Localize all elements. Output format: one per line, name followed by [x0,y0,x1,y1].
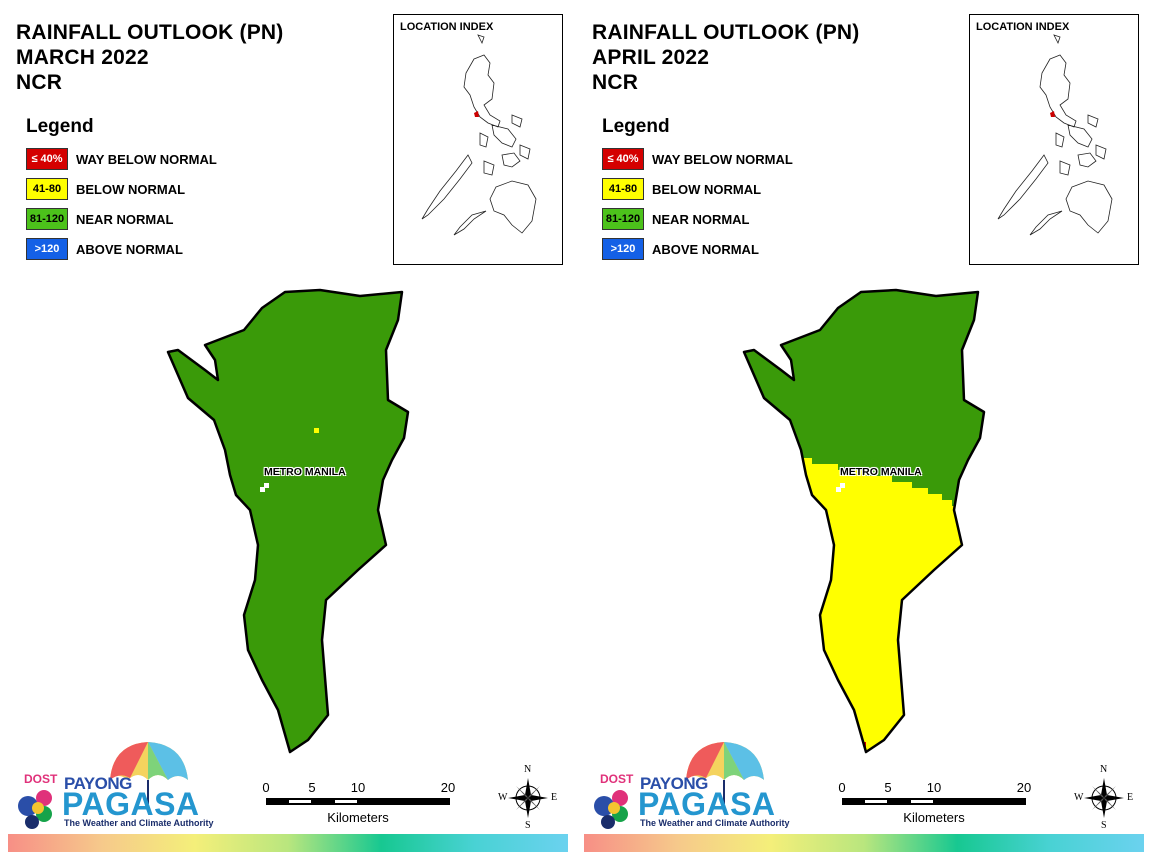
compass-n: N [1100,764,1108,775]
scale-tick: 5 [884,780,892,795]
footer-gradient-bar [584,834,1144,852]
legend-item-below-normal: 41-80 BELOW NORMAL [26,178,185,208]
outlook-panel-march: RAINFALL OUTLOOK (PN) MARCH 2022 NCR Leg… [8,14,568,852]
ncr-boundary [742,288,986,754]
compass-s: S [525,820,531,831]
scale-bar-graphic [266,798,450,805]
compass-w: W [498,792,508,803]
payong-text: PAYONG [64,774,132,793]
compass-e: E [1127,792,1134,803]
place-label-metro-manila: METRO MANILA [840,466,922,478]
ncr-region-below-normal [744,458,984,752]
payong-text: PAYONG [640,774,708,793]
scale-unit: Kilometers [327,810,389,825]
scale-tick: 0 [838,780,846,795]
ncr-rainfall-map [166,288,410,754]
map-cell-water [836,487,841,492]
ncr-region-near-normal [166,288,410,754]
legend-item-above-normal: >120 ABOVE NORMAL [26,238,183,268]
legend: Legend ≤ 40% WAY BELOW NORMAL 41-80 BELO… [602,116,793,268]
philippines-inset-map [421,34,537,236]
legend-swatch: 41-80 [602,178,644,200]
scale-unit: Kilometers [903,810,965,825]
legend-label: ABOVE NORMAL [76,242,183,257]
compass-n: N [524,764,532,775]
scale-tick: 0 [262,780,270,795]
compass-w: W [1074,792,1084,803]
legend-item-near-normal: 81-120 NEAR NORMAL [26,208,174,238]
scale-tick: 5 [308,780,316,795]
legend-label: BELOW NORMAL [76,182,186,197]
legend-swatch: >120 [26,238,68,260]
title-line-1: RAINFALL OUTLOOK (PN) [592,21,860,44]
title-line-3: NCR [592,71,639,94]
map-cell-water [260,487,265,492]
legend-swatch: 81-120 [602,208,644,230]
pagasa-text: PAGASA [62,786,200,822]
pagasa-logo: DOST PAYONG PAGASA The Weather and Clima… [594,740,790,832]
legend-swatch: ≤ 40% [26,148,68,170]
footer-gradient-bar [8,834,568,852]
scale-tick: 10 [350,780,366,795]
legend-swatch: >120 [602,238,644,260]
legend-item-below-normal: 41-80 BELOW NORMAL [602,178,761,208]
legend-item-near-normal: 81-120 NEAR NORMAL [602,208,750,238]
legend-label: NEAR NORMAL [76,212,174,227]
legend-label: BELOW NORMAL [652,182,762,197]
legend-item-above-normal: >120 ABOVE NORMAL [602,238,759,268]
legend-swatch: 81-120 [26,208,68,230]
legend-swatch: ≤ 40% [602,148,644,170]
title-line-2: MARCH 2022 [16,46,149,69]
scale-tick: 10 [926,780,942,795]
map-title: RAINFALL OUTLOOK (PN) MARCH 2022 NCR [16,20,283,95]
legend-label: WAY BELOW NORMAL [652,152,793,167]
title-line-2: APRIL 2022 [592,46,710,69]
place-label-metro-manila: METRO MANILA [264,466,346,478]
legend: Legend ≤ 40% WAY BELOW NORMAL 41-80 BELO… [26,116,217,268]
map-cell-below-normal [314,428,319,433]
umbrella-icon [18,742,188,829]
pagasa-text: PAGASA [638,786,776,822]
legend-title: Legend [602,116,670,137]
location-index-title: LOCATION INDEX [400,21,494,33]
ncr-rainfall-map [742,288,986,754]
compass-rose-icon: N E S W [1072,764,1136,832]
compass-rose-icon: N E S W [496,764,560,832]
logo-tagline: The Weather and Climate Authority [64,818,214,828]
legend-item-way-below-normal: ≤ 40% WAY BELOW NORMAL [602,148,793,178]
legend-label: ABOVE NORMAL [652,242,759,257]
legend-swatch: 41-80 [26,178,68,200]
scale-bar: 0 5 10 20 Kilometers [258,776,458,836]
location-index-inset: LOCATION INDEX [393,14,563,265]
pagasa-logo: DOST PAYONG PAGASA The Weather and Clima… [18,740,214,832]
dost-text: DOST [24,772,58,786]
title-line-1: RAINFALL OUTLOOK (PN) [16,21,284,44]
scale-bar: 0 5 10 20 Kilometers [834,776,1034,836]
scale-tick: 20 [440,780,456,795]
scale-tick: 20 [1016,780,1032,795]
map-title: RAINFALL OUTLOOK (PN) APRIL 2022 NCR [592,20,859,95]
philippines-inset-map [997,34,1113,236]
legend-label: WAY BELOW NORMAL [76,152,217,167]
legend-label: NEAR NORMAL [652,212,750,227]
outlook-panel-april: RAINFALL OUTLOOK (PN) APRIL 2022 NCR Leg… [576,0,1152,864]
compass-e: E [551,792,558,803]
legend-item-way-below-normal: ≤ 40% WAY BELOW NORMAL [26,148,217,178]
map-cell-water [264,483,269,488]
map-cell-water [840,483,845,488]
dost-text: DOST [600,772,634,786]
title-line-3: NCR [16,71,63,94]
legend-title: Legend [26,116,94,137]
location-index-inset: LOCATION INDEX [969,14,1139,265]
umbrella-icon [594,742,764,829]
logo-tagline: The Weather and Climate Authority [640,818,790,828]
compass-s: S [1101,820,1107,831]
scale-bar-graphic [842,798,1026,805]
location-index-title: LOCATION INDEX [976,21,1070,33]
